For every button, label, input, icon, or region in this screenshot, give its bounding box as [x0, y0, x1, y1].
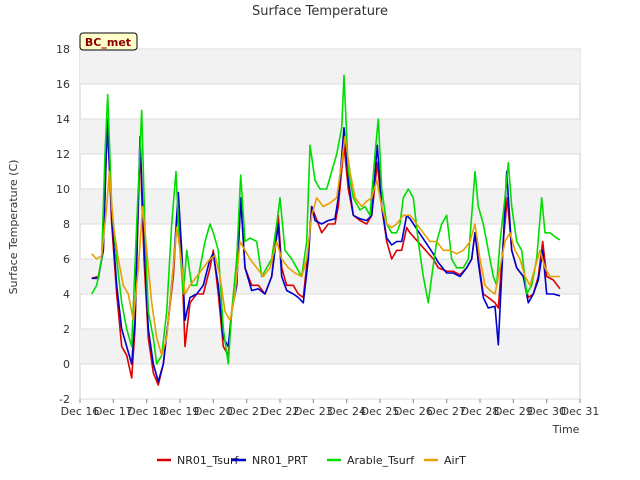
x-tick-label: Dec 26: [394, 405, 433, 418]
y-tick-label: 4: [63, 288, 70, 301]
series-line-arable-tsurf: [91, 74, 561, 365]
x-tick-label: Dec 31: [561, 405, 600, 418]
legend: NR01_Tsurf NR01_PRT Arable_Tsurf AirT: [157, 454, 466, 467]
y-tick-label: 14: [56, 113, 70, 126]
y-axis-label: Surface Temperature (C): [7, 160, 20, 295]
legend-label: Arable_Tsurf: [347, 454, 415, 467]
x-tick-label: Dec 30: [527, 405, 566, 418]
x-tick-label: Dec 17: [94, 405, 133, 418]
chart-title: Surface Temperature: [252, 4, 388, 19]
y-tick-label: 16: [56, 78, 70, 91]
badge-box: [79, 32, 138, 51]
legend-label: NR01_PRT: [252, 454, 308, 467]
x-tick-label: Dec 21: [227, 405, 266, 418]
badge-label: BC_met: [85, 36, 131, 49]
y-tick-label: -2: [59, 393, 70, 406]
y-tick-label: 8: [63, 218, 70, 231]
grid: [80, 48, 580, 400]
y-tick-label: 10: [56, 183, 70, 196]
y-tick-label: 6: [63, 253, 70, 266]
plot-band: [80, 49, 580, 84]
y-tick-label: 2: [63, 323, 70, 336]
plot-band: [80, 189, 580, 224]
x-tick-label: Dec 24: [327, 405, 366, 418]
plot-band: [80, 259, 580, 294]
x-tick-label: Dec 25: [361, 405, 400, 418]
x-tick-label: Dec 22: [261, 405, 300, 418]
x-tick-label: Dec 18: [127, 405, 166, 418]
series-lines: [91, 74, 561, 386]
series-line-nr01-prt: [91, 118, 561, 383]
x-tick-label: Dec 19: [161, 405, 200, 418]
x-tick-label: Dec 20: [194, 405, 233, 418]
badge: BC_met: [79, 32, 138, 51]
plot-band: [80, 119, 580, 154]
legend-label: NR01_Tsurf: [177, 454, 239, 467]
x-axis-label: Time: [552, 423, 580, 436]
y-axis: -2 0 2 4 6 8 10 12 14 16 18: [56, 43, 70, 406]
legend-label: AirT: [444, 454, 466, 467]
x-tick-label: Dec 28: [461, 405, 500, 418]
y-tick-label: 12: [56, 148, 70, 161]
y-tick-label: 0: [63, 358, 70, 371]
y-tick-label: 18: [56, 43, 70, 56]
x-tick-label: Dec 27: [427, 405, 466, 418]
x-tick-label: Dec 29: [494, 405, 533, 418]
series-line-airt: [91, 135, 560, 357]
x-tick-label: Dec 23: [294, 405, 333, 418]
x-tick-label: Dec 16: [61, 405, 100, 418]
